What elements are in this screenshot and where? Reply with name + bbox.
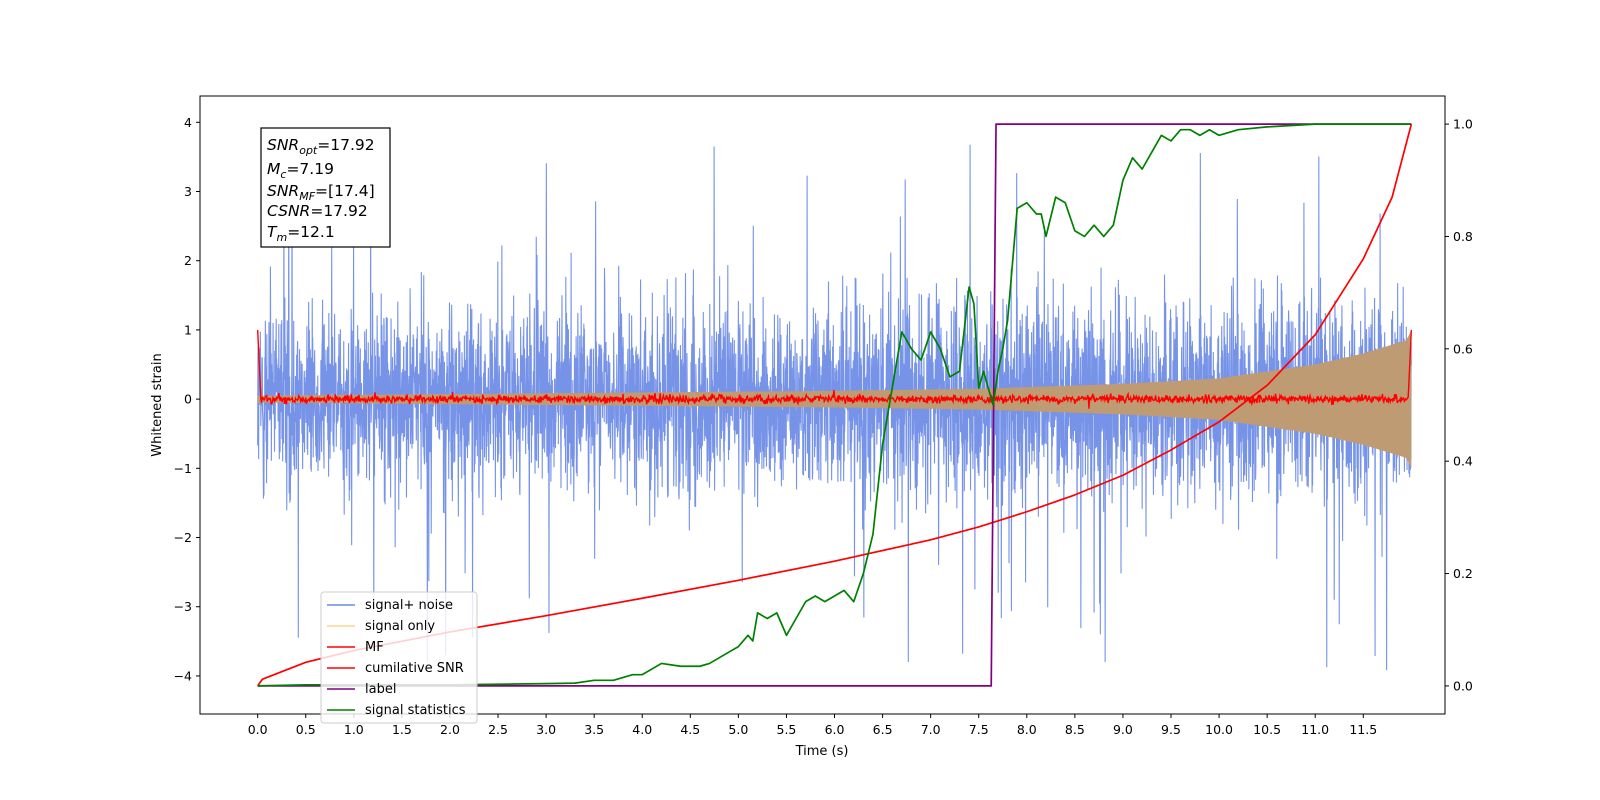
x-tick-label: 3.5 [584,722,604,737]
x-tick-label: 1.0 [344,722,364,737]
x-tick-label: 2.5 [488,722,508,737]
x-tick-label: 4.5 [680,722,700,737]
info-line-snr-mf: SNRMF=[17.4] [267,182,375,203]
y-right-tick-label: 0.2 [1453,566,1473,581]
x-tick-label: 10.5 [1253,722,1281,737]
x-tick-label: 0.5 [296,722,316,737]
x-tick-label: 8.0 [1017,722,1037,737]
legend-label-label: label [365,682,396,697]
y-right-tick-label: 0.4 [1453,454,1473,469]
y-tick-label: 3 [184,184,192,199]
info-line-tm: Tm=12.1 [267,223,335,244]
y-tick-label: −2 [174,530,192,545]
x-axis: 0.0 0.5 1.0 1.5 2.0 2.5 3.0 3.5 4.0 4.5 5.0 5.5 6.0 6… [248,714,1377,737]
x-tick-label: 4.0 [632,722,652,737]
x-tick-label: 11.5 [1349,722,1377,737]
y-right-tick-label: 0.0 [1453,678,1473,693]
y-axis-left: 4 3 2 1 0 −1 −2 −3 −4 [174,115,200,683]
y-tick-label: 0 [184,392,192,407]
legend-label-signal-only: signal only [365,619,435,634]
x-tick-label: 7.5 [969,722,989,737]
legend-label-signal-noise: signal+ noise [365,598,453,613]
x-tick-label: 9.0 [1113,722,1133,737]
info-box-frame [260,127,391,248]
x-tick-label: 1.5 [392,722,412,737]
x-tick-label: 3.0 [536,722,556,737]
x-tick-label: 11.0 [1301,722,1329,737]
y-tick-label: −1 [174,461,192,476]
info-box: SNRopt=17.92 Mc=7.19 SNRMF=[17.4] CSNR=1… [260,127,391,248]
y-tick-label: −3 [174,599,192,614]
legend-label-signal-statistics: signal statistics [365,703,466,718]
x-tick-label: 8.5 [1065,722,1085,737]
y-tick-label: 1 [184,322,192,337]
x-tick-label: 2.0 [440,722,460,737]
y-right-tick-label: 1.0 [1453,117,1473,132]
x-tick-label: 6.0 [825,722,845,737]
series-signal-statistics [257,123,1412,687]
y-axis-label: Whitened strain [150,353,165,456]
y-right-tick-label: 0.8 [1453,229,1473,244]
info-line-csnr: CSNR=17.92 [267,202,368,220]
legend-label-mf: MF [365,640,384,655]
plot-frame [199,95,1446,715]
y-tick-label: 2 [184,253,192,268]
info-line-mc: Mc=7.19 [267,160,334,181]
x-tick-label: 0.0 [248,722,268,737]
y-tick-label: −4 [174,668,192,683]
x-tick-label: 10.0 [1205,722,1233,737]
x-axis-label: Time (s) [795,744,849,759]
x-tick-label: 6.5 [873,722,893,737]
y-right-tick-label: 0.6 [1453,341,1473,356]
x-tick-label: 7.0 [921,722,941,737]
legend-label-cumulative-snr: cumilative SNR [365,661,464,676]
info-line-snr-opt: SNRopt=17.92 [267,136,375,157]
x-tick-label: 5.5 [777,722,797,737]
x-tick-label: 9.5 [1161,722,1181,737]
legend-frame [320,591,478,724]
y-axis-right: 1.0 0.8 0.6 0.4 0.2 0.0 [1445,117,1473,693]
legend: signal+ noise signal only MF cumilative … [320,591,478,724]
series-mf [256,329,1413,409]
y-tick-label: 4 [184,115,192,130]
x-tick-label: 5.0 [728,722,748,737]
